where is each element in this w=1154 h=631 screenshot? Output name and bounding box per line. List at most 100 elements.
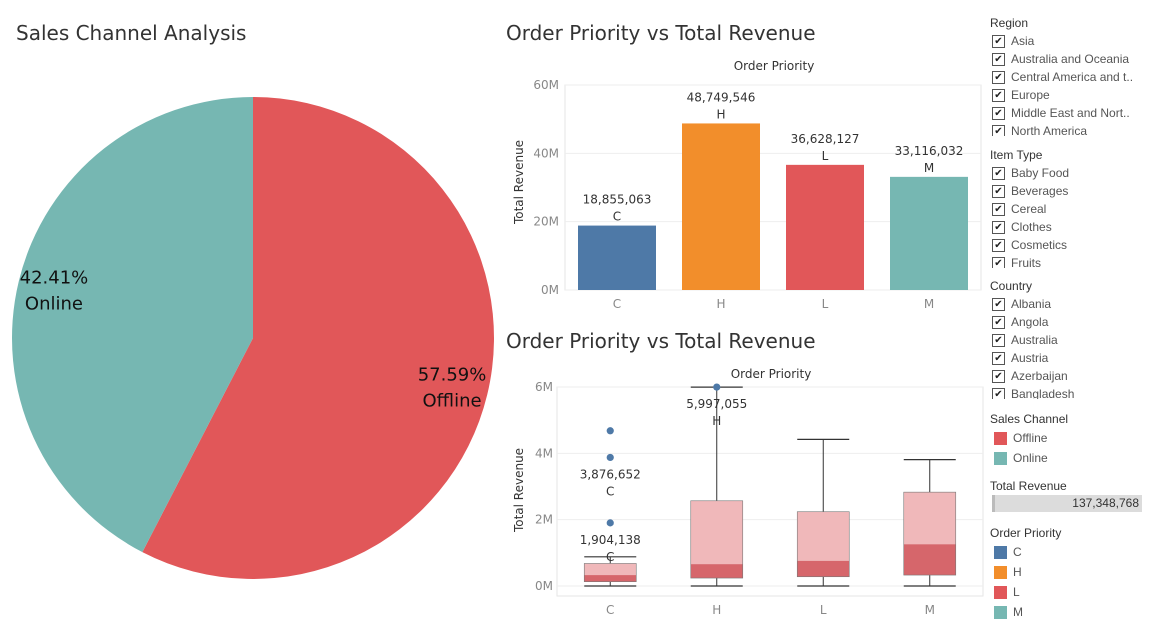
checkbox-checked-icon[interactable]: ✔: [992, 124, 1005, 136]
region-option[interactable]: ✔ North America: [990, 122, 1150, 136]
checkbox-checked-icon[interactable]: ✔: [992, 70, 1005, 84]
bar-chart[interactable]: Order Priority Total Revenue 0M 20M 40M 60M…: [505, 52, 985, 312]
box-x-tick-label: L: [820, 603, 827, 617]
checkbox-checked-icon[interactable]: ✔: [992, 88, 1005, 102]
region-option-label: North America: [1011, 124, 1088, 136]
legend-item[interactable]: H: [990, 562, 1150, 582]
checkbox-checked-icon[interactable]: ✔: [992, 238, 1005, 252]
bar-chart-header: Order Priority: [734, 59, 815, 73]
bar-chart-title: Order Priority vs Total Revenue: [506, 21, 816, 45]
country-option[interactable]: ✔ Austria: [990, 349, 1150, 367]
bar-C[interactable]: [578, 225, 656, 290]
region-option-label: Middle East and Nort..: [1011, 106, 1130, 120]
checkbox-checked-icon[interactable]: ✔: [992, 184, 1005, 198]
checkbox-checked-icon[interactable]: ✔: [992, 315, 1005, 329]
box-x-tick-label: C: [606, 603, 614, 617]
bar-H[interactable]: [682, 123, 760, 290]
region-option[interactable]: ✔ Australia and Oceania: [990, 50, 1150, 68]
pie-slice-offline[interactable]: [142, 97, 494, 579]
region-option[interactable]: ✔ Central America and t..: [990, 68, 1150, 86]
checkbox-checked-icon[interactable]: ✔: [992, 369, 1005, 383]
box-y-tick-label: 4M: [535, 446, 553, 460]
legend-item[interactable]: Online: [990, 448, 1150, 468]
legend-item[interactable]: M: [990, 602, 1150, 622]
country-option[interactable]: ✔ Angola: [990, 313, 1150, 331]
checkbox-checked-icon[interactable]: ✔: [992, 34, 1005, 48]
region-option-label: Europe: [1011, 88, 1050, 102]
legend-label: Online: [1013, 451, 1048, 465]
region-option[interactable]: ✔ Asia: [990, 32, 1150, 50]
legend-item[interactable]: C: [990, 542, 1150, 562]
bar-x-tick-label: H: [716, 297, 725, 311]
box-outlier-point[interactable]: [606, 453, 614, 462]
country-option-label: Austria: [1011, 351, 1049, 365]
order-priority-legend-label: Order Priority: [990, 526, 1062, 540]
pie-chart[interactable]: 57.59% Offline 42.41% Online: [0, 60, 500, 620]
checkbox-checked-icon[interactable]: ✔: [992, 202, 1005, 216]
country-option[interactable]: ✔ Albania: [990, 295, 1150, 313]
box-C[interactable]: [583, 556, 637, 587]
box-point-value-label: 1,904,138: [580, 533, 641, 547]
legend-label: M: [1013, 605, 1023, 619]
box-L[interactable]: [796, 438, 850, 587]
checkbox-checked-icon[interactable]: ✔: [992, 220, 1005, 234]
item-type-option[interactable]: ✔ Clothes: [990, 218, 1150, 236]
region-option[interactable]: ✔ Middle East and Nort..: [990, 104, 1150, 122]
item-type-filter-list[interactable]: ✔ Baby Food ✔ Beverages ✔ Cereal ✔ Clothes ✔ Cosm…: [990, 164, 1150, 268]
checkbox-checked-icon[interactable]: ✔: [992, 166, 1005, 180]
item-type-option[interactable]: ✔ Cosmetics: [990, 236, 1150, 254]
pie-slice-name-label: Online: [25, 294, 83, 315]
bar-L[interactable]: [786, 164, 864, 290]
legend-swatch: [994, 605, 1007, 619]
item-type-option[interactable]: ✔ Baby Food: [990, 164, 1150, 182]
total-revenue-legend: Total Revenue 137,348,768: [990, 477, 1150, 512]
checkbox-checked-icon[interactable]: ✔: [992, 387, 1005, 399]
country-filter-list[interactable]: ✔ Albania ✔ Angola ✔ Australia ✔ Austria ✔ Azerba…: [990, 295, 1150, 399]
region-filter-list[interactable]: ✔ Asia ✔ Australia and Oceania ✔ Central Amer…: [990, 32, 1150, 136]
item-type-option[interactable]: ✔ Beverages: [990, 182, 1150, 200]
region-option-label: Australia and Oceania: [1011, 52, 1130, 66]
box-H[interactable]: [690, 386, 744, 587]
legend-item[interactable]: Offline: [990, 428, 1150, 448]
legend-swatch: [994, 585, 1007, 599]
box-plot-chart[interactable]: Order Priority Total Revenue 0M 2M 4M 6M C H L…: [505, 360, 985, 617]
box-x-tick-label: H: [712, 603, 721, 617]
checkbox-checked-icon[interactable]: ✔: [992, 297, 1005, 311]
country-option[interactable]: ✔ Azerbaijan: [990, 367, 1150, 385]
box-chart-y-axis-label: Total Revenue: [512, 448, 526, 533]
box-outlier-point[interactable]: [606, 519, 614, 527]
country-option[interactable]: ✔ Bangladesh: [990, 385, 1150, 399]
bar-category-label: L: [822, 149, 829, 163]
bar-value-label: 36,628,127: [791, 132, 860, 146]
region-option[interactable]: ✔ Europe: [990, 86, 1150, 104]
checkbox-checked-icon[interactable]: ✔: [992, 333, 1005, 347]
checkbox-checked-icon[interactable]: ✔: [992, 256, 1005, 268]
total-revenue-legend-label: Total Revenue: [990, 479, 1067, 493]
total-revenue-bar: 137,348,768: [992, 495, 1142, 512]
box-M[interactable]: [903, 459, 957, 587]
box-point-value-label: 3,876,652: [580, 467, 641, 481]
checkbox-checked-icon[interactable]: ✔: [992, 52, 1005, 66]
legend-label: L: [1013, 585, 1020, 599]
region-filter: Region ✔ Asia ✔ Australia and Oceania ✔ Centr…: [990, 14, 1150, 136]
pie-slice-online[interactable]: [11, 97, 253, 553]
bar-value-label: 48,749,546: [687, 90, 756, 104]
item-type-option[interactable]: ✔ Cereal: [990, 200, 1150, 218]
item-type-option-label: Fruits: [1011, 256, 1041, 268]
legend-swatch: [994, 451, 1007, 465]
box-outlier-point[interactable]: [713, 383, 721, 391]
country-option-label: Angola: [1011, 315, 1049, 329]
box-point-category-label: C: [606, 484, 614, 498]
bar-M[interactable]: [890, 176, 968, 290]
item-type-option-label: Baby Food: [1011, 166, 1070, 180]
item-type-option-label: Cereal: [1011, 202, 1047, 216]
box-x-tick-label: M: [925, 603, 935, 617]
checkbox-checked-icon[interactable]: ✔: [992, 351, 1005, 365]
box-outlier-point[interactable]: [606, 427, 614, 435]
country-option[interactable]: ✔ Australia: [990, 331, 1150, 349]
item-type-option[interactable]: ✔ Fruits: [990, 254, 1150, 268]
legend-item[interactable]: L: [990, 582, 1150, 602]
legend-swatch: [994, 545, 1007, 559]
bar-x-tick-label: L: [822, 297, 829, 311]
checkbox-checked-icon[interactable]: ✔: [992, 106, 1005, 120]
